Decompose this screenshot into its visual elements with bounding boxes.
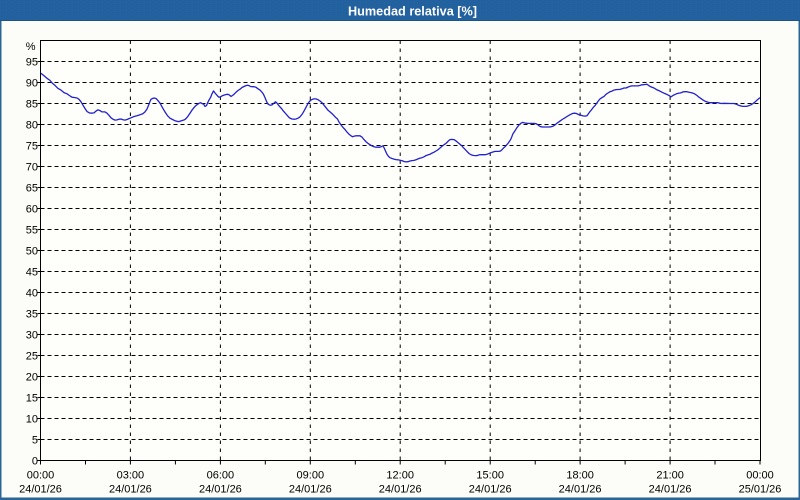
svg-text:15: 15 [26,393,38,405]
svg-text:90: 90 [26,78,38,90]
svg-text:50: 50 [26,246,38,258]
svg-text:06:00: 06:00 [207,470,235,482]
svg-text:21:00: 21:00 [656,470,684,482]
svg-text:0: 0 [32,456,38,468]
svg-text:24/01/26: 24/01/26 [559,484,602,496]
svg-text:70: 70 [26,162,38,174]
svg-text:Humedad relativa [%]: Humedad relativa [%] [348,5,477,19]
svg-text:12:00: 12:00 [386,470,414,482]
svg-text:24/01/26: 24/01/26 [469,484,512,496]
svg-text:15:00: 15:00 [476,470,504,482]
svg-text:60: 60 [26,204,38,216]
svg-text:65: 65 [26,183,38,195]
svg-text:85: 85 [26,99,38,111]
svg-text:95: 95 [26,57,38,69]
svg-text:24/01/26: 24/01/26 [379,484,422,496]
svg-text:75: 75 [26,141,38,153]
svg-text:5: 5 [32,435,38,447]
svg-text:20: 20 [26,372,38,384]
svg-text:10: 10 [26,414,38,426]
svg-text:25/01/26: 25/01/26 [739,484,782,496]
svg-text:35: 35 [26,309,38,321]
svg-text:24/01/26: 24/01/26 [19,484,62,496]
svg-text:45: 45 [26,267,38,279]
svg-text:80: 80 [26,120,38,132]
svg-text:40: 40 [26,288,38,300]
svg-text:24/01/26: 24/01/26 [649,484,692,496]
svg-text:24/01/26: 24/01/26 [199,484,242,496]
svg-text:03:00: 03:00 [117,470,145,482]
svg-text:00:00: 00:00 [27,470,55,482]
svg-text:55: 55 [26,225,38,237]
svg-text:09:00: 09:00 [297,470,325,482]
svg-text:24/01/26: 24/01/26 [289,484,332,496]
svg-text:00:00: 00:00 [746,470,774,482]
svg-text:18:00: 18:00 [566,470,594,482]
svg-text:%: % [26,41,36,53]
svg-text:30: 30 [26,330,38,342]
svg-text:24/01/26: 24/01/26 [109,484,152,496]
svg-text:25: 25 [26,351,38,363]
